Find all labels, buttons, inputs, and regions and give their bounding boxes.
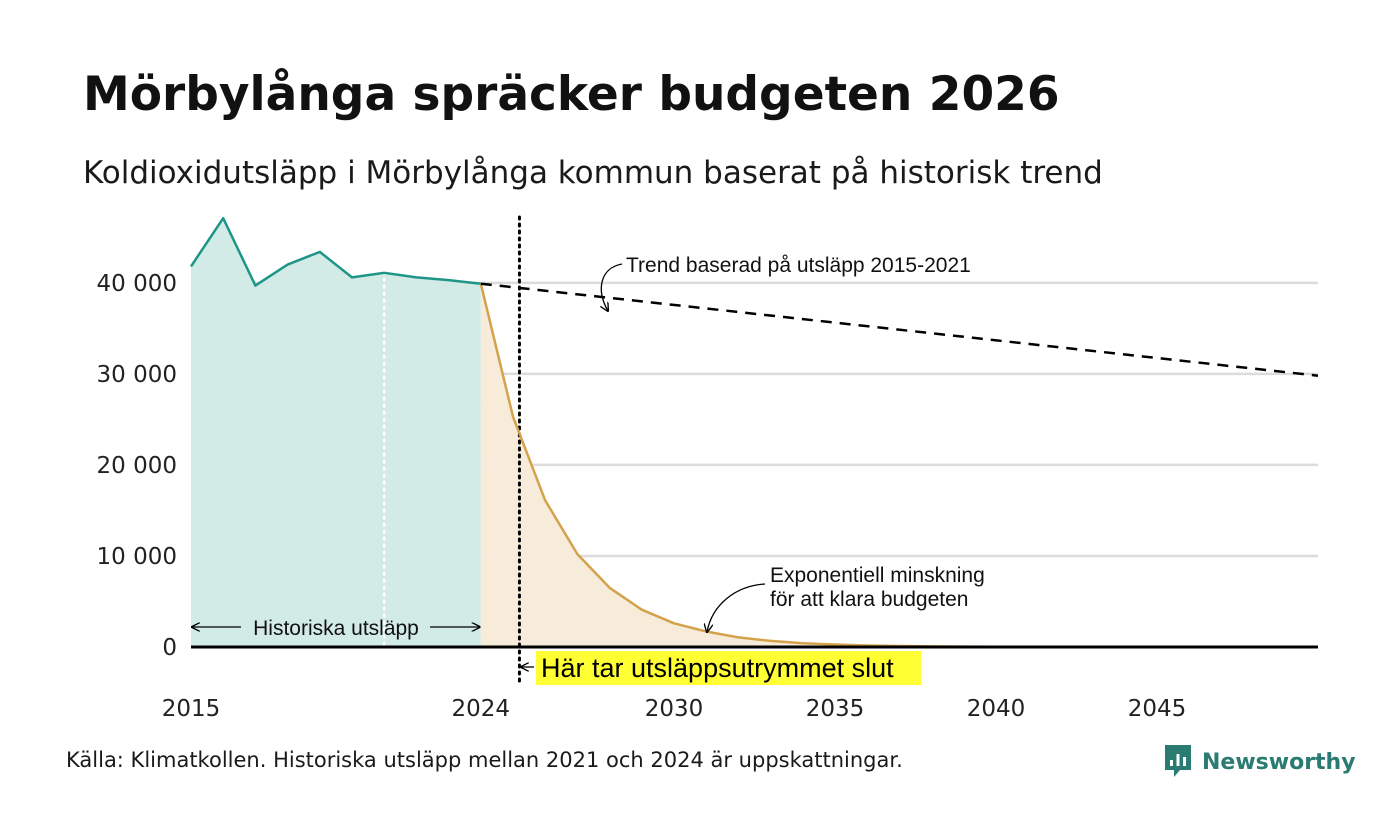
projection-point-2028 [608, 586, 612, 590]
projection-point-2026 [543, 498, 547, 502]
projection-area [480, 283, 1318, 647]
historical-point-2018 [286, 263, 290, 267]
historical-point-2019 [318, 250, 322, 254]
projection-point-2034 [801, 641, 805, 645]
vertical-markers [382, 215, 521, 688]
x-tick-label-2030: 2030 [645, 696, 704, 722]
historical-area [191, 218, 481, 647]
trend-arrow [601, 263, 623, 311]
bar-chart-icon [1165, 745, 1191, 777]
y-tick-label-40000: 40 000 [97, 271, 177, 297]
projection-point-2032 [736, 635, 740, 639]
x-tick-label-2045: 2045 [1128, 696, 1187, 722]
y-tick-label-20000: 20 000 [97, 453, 177, 479]
historical-point-2021 [382, 271, 386, 275]
historical-point-2020 [350, 275, 354, 279]
annotation-budget-end: Här tar utsläppsutrymmet slut [541, 653, 894, 683]
y-tick-label-30000: 30 000 [97, 362, 177, 388]
historical-point-2017 [253, 284, 257, 288]
budget-end-highlight [536, 651, 921, 685]
historical-point-2016 [221, 216, 225, 220]
historical-point-2015 [189, 264, 193, 268]
projection-point-2027 [575, 552, 579, 556]
x-tick-label-2040: 2040 [967, 696, 1026, 722]
brand-logo: Newsworthy [1163, 742, 1356, 782]
x-tick-label-2015: 2015 [162, 696, 221, 722]
page-subtitle: Koldioxidutsläpp i Mörbylånga kommun bas… [83, 155, 1103, 191]
historical-point-2022 [414, 275, 418, 279]
x-tick-label-2035: 2035 [806, 696, 865, 722]
annotation-decay-line1: Exponentiell minskning [770, 564, 985, 587]
projection-point-2030 [672, 621, 676, 625]
annotation-historical: Historiska utsläpp [253, 617, 419, 640]
page-title: Mörbylånga spräcker budgeten 2026 [83, 67, 1060, 122]
annotation-trend: Trend baserad på utsläpp 2015-2021 [626, 254, 971, 277]
projection-point-2029 [640, 608, 644, 612]
trend-line [480, 282, 1319, 377]
annotations: Historiska utsläpp Trend baserad på utslä… [192, 254, 985, 685]
y-tick-label-0: 0 [162, 635, 177, 661]
annotation-decay-line2: för att klara budgeten [770, 588, 968, 611]
brand-name: Newsworthy [1202, 749, 1356, 775]
series-areas [191, 218, 1318, 647]
projection-point-2033 [769, 639, 773, 643]
projection-point-2025 [511, 415, 515, 419]
decay-arrow [707, 583, 766, 632]
projection-point-2024 [479, 282, 483, 286]
x-tick-label-2024: 2024 [452, 696, 511, 722]
y-tick-label-10000: 10 000 [97, 544, 177, 570]
historical-line [189, 216, 481, 287]
source-note: Källa: Klimatkollen. Historiska utsläpp … [66, 748, 903, 772]
historical-point-2023 [447, 278, 451, 282]
axes: 0 10 000 20 000 30 000 40 000 2015 2024 2030 203… [97, 271, 1318, 722]
